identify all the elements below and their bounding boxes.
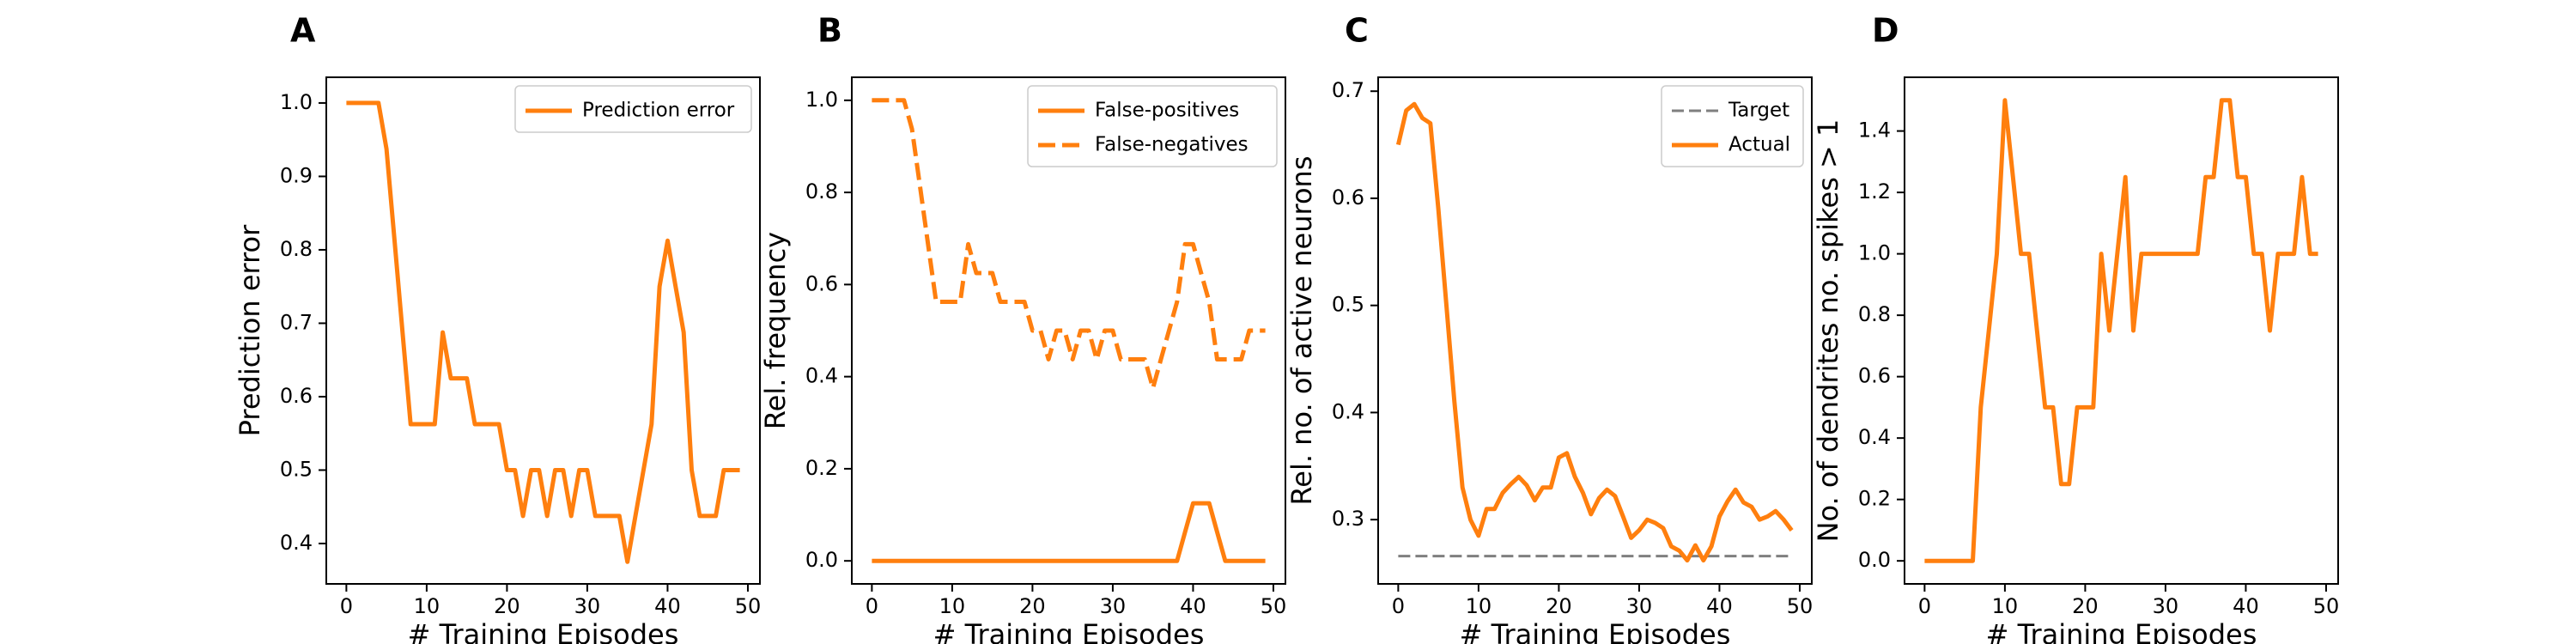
x-tick-label: 20 (1019, 594, 1046, 618)
x-axis-label: # Training Episodes (933, 618, 1205, 644)
y-tick-label: 1.0 (1858, 241, 1891, 265)
x-tick-label: 10 (939, 594, 966, 618)
y-tick-label: 0.4 (280, 531, 313, 555)
y-tick-label: 0.6 (1332, 185, 1364, 210)
y-tick-label: 0.5 (1332, 293, 1364, 317)
y-tick-label: 0.4 (805, 364, 838, 388)
x-tick-label: 20 (2072, 594, 2099, 618)
x-axis-label: # Training Episodes (1460, 618, 1731, 644)
y-tick-label: 0.7 (280, 310, 313, 334)
legend-label: Actual (1728, 134, 1790, 156)
y-tick-label: 1.0 (805, 88, 838, 112)
x-tick-label: 50 (1787, 594, 1814, 618)
x-tick-label: 10 (1466, 594, 1492, 618)
x-tick-label: 0 (1918, 594, 1931, 618)
x-tick-label: 40 (1180, 594, 1206, 618)
y-tick-label: 0.6 (1858, 364, 1891, 388)
legend: Prediction error (514, 85, 752, 133)
x-tick-label: 0 (340, 594, 353, 618)
series-line-series-0 (1924, 98, 2318, 563)
x-tick-label: 40 (654, 594, 681, 618)
y-tick-label: 0.2 (805, 456, 838, 480)
x-tick-label: 10 (1992, 594, 2019, 618)
y-tick-label: 0.8 (280, 237, 313, 261)
y-tick-label: 0.4 (1332, 399, 1364, 423)
x-tick-label: 50 (735, 594, 762, 618)
chart-panel-d: D 0 10 20 30 40 50 0.0 0.2 0.4 0.6 0.8 1.0 1.2 1.4 # Tr… (1812, 12, 2339, 644)
y-axis-label: Rel. frequency (759, 232, 792, 429)
series-line-actual (1395, 101, 1794, 563)
x-tick-label: 50 (2313, 594, 2340, 618)
y-tick-label: 1.4 (1858, 118, 1891, 143)
y-tick-label: 0.4 (1858, 425, 1891, 449)
y-tick-label: 0.7 (1332, 78, 1364, 102)
legend-label: False-positives (1095, 100, 1239, 122)
x-tick-label: 20 (1546, 594, 1572, 618)
y-tick-label: 0.8 (1858, 302, 1891, 326)
x-tick-label: 20 (494, 594, 520, 618)
plot-frame (851, 76, 1286, 585)
y-tick-label: 1.0 (280, 90, 313, 114)
x-tick-label: 30 (574, 594, 601, 618)
series-line-false-negatives (872, 98, 1266, 391)
plot-frame (1377, 76, 1813, 585)
series-group (1395, 101, 1794, 563)
plot-frame (325, 76, 761, 585)
panel-letter: A (290, 12, 316, 50)
chart-panel-b: B 0 10 20 30 40 50 0.0 0.2 0.4 0.6 0.8 1.0 # Training… (759, 12, 1286, 644)
y-tick-label: 0.6 (805, 271, 838, 295)
series-line-false-positives (872, 501, 1266, 563)
x-axis-label: # Training Episodes (1986, 618, 2257, 644)
legend-label: False-negatives (1095, 134, 1249, 156)
legend-label: Target (1728, 100, 1789, 122)
y-tick-label: 0.0 (1858, 548, 1891, 572)
series-group (346, 100, 740, 564)
x-tick-label: 10 (414, 594, 440, 618)
y-tick-label: 1.2 (1858, 179, 1891, 204)
panel-letter: D (1872, 12, 1899, 50)
chart-panel-c: C 0 10 20 30 40 50 0.3 0.4 0.5 0.6 0.7 # Training Ep… (1285, 12, 1813, 644)
x-tick-label: 40 (1706, 594, 1733, 618)
x-tick-label: 0 (866, 594, 878, 618)
chart-panel-a: A 0 10 20 30 40 50 0.4 0.5 0.6 0.7 0.8 0.9 1.0 # Train… (234, 12, 761, 644)
legend-box (1027, 85, 1278, 167)
series-line-prediction-error (346, 100, 740, 564)
legend-box (514, 85, 752, 133)
legend: False-positives False-negatives (1027, 85, 1278, 167)
y-axis-label: Prediction error (234, 224, 266, 436)
panel-letter: B (817, 12, 842, 50)
y-tick-label: 0.6 (280, 384, 313, 408)
x-tick-label: 30 (2153, 594, 2179, 618)
legend: Target Actual (1661, 85, 1804, 167)
y-tick-label: 0.9 (280, 163, 313, 187)
y-axis-label: Rel. no. of active neurons (1285, 155, 1318, 505)
plot-frame (1904, 76, 2339, 585)
x-tick-label: 30 (1100, 594, 1127, 618)
x-tick-label: 30 (1626, 594, 1653, 618)
y-tick-label: 0.8 (805, 179, 838, 204)
y-axis-label: No. of dendrites no. spikes > 1 (1812, 119, 1844, 543)
x-tick-label: 0 (1392, 594, 1405, 618)
x-tick-label: 50 (1261, 594, 1287, 618)
y-tick-label: 0.0 (805, 548, 838, 572)
x-axis-label: # Training Episodes (408, 618, 679, 644)
x-tick-label: 40 (2233, 594, 2259, 618)
y-tick-label: 0.2 (1858, 487, 1891, 511)
y-tick-label: 0.3 (1332, 507, 1364, 531)
series-group (872, 98, 1266, 563)
legend-label: Prediction error (582, 100, 735, 122)
panel-letter: C (1345, 12, 1369, 50)
series-group (1924, 98, 2318, 563)
y-tick-label: 0.5 (280, 457, 313, 481)
